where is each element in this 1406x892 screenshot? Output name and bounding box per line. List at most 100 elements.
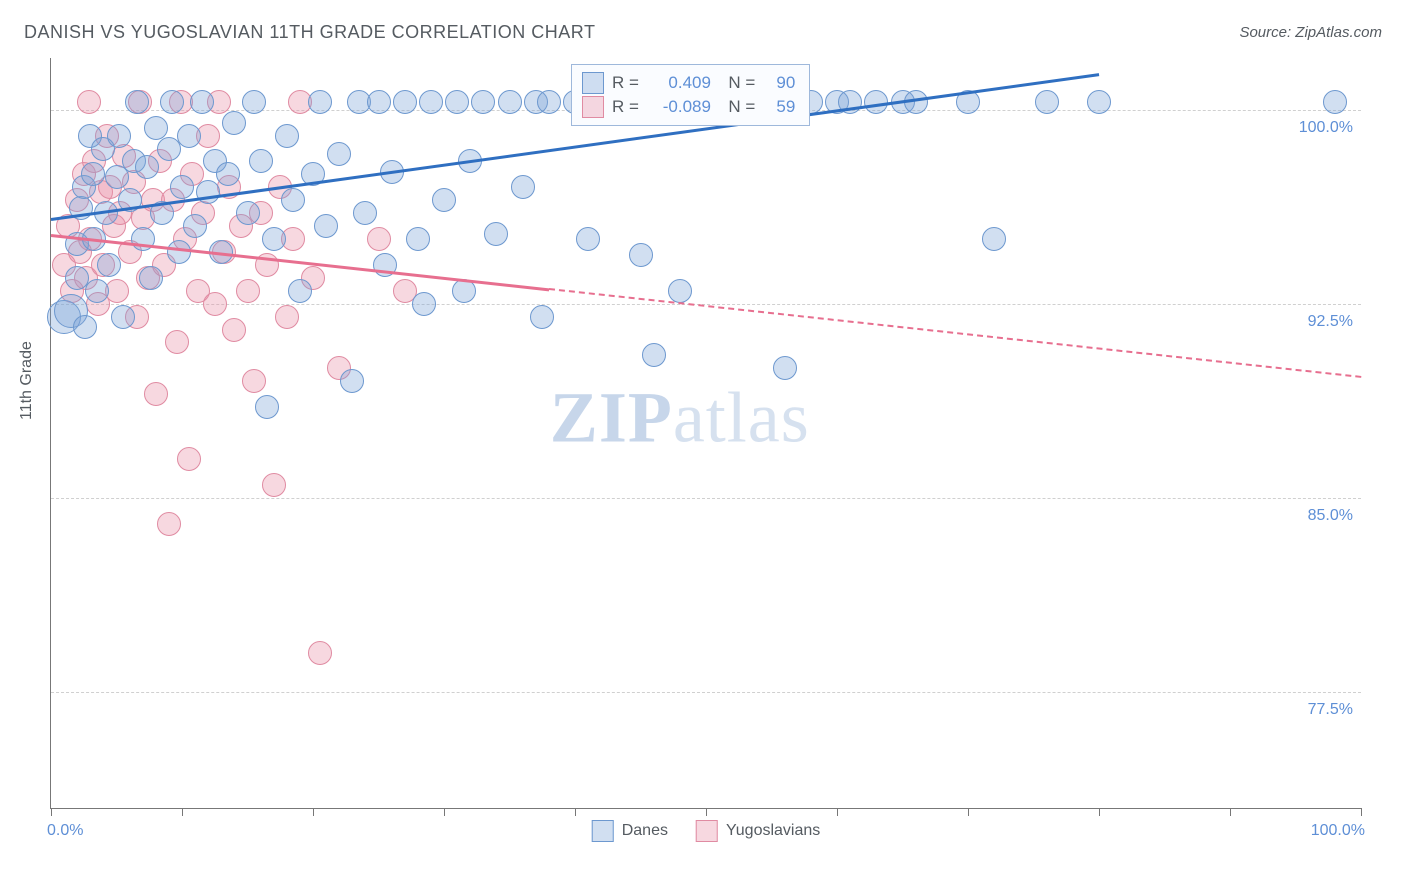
x-tick — [182, 808, 183, 816]
data-point-danes — [1087, 90, 1111, 114]
x-tick — [706, 808, 707, 816]
legend-swatch-yugoslavians — [582, 96, 604, 118]
data-point-danes — [353, 201, 377, 225]
n-label: N = — [719, 73, 755, 93]
data-point-danes — [642, 343, 666, 367]
data-point-danes — [107, 124, 131, 148]
data-point-danes — [530, 305, 554, 329]
gridline — [51, 498, 1361, 499]
y-tick-label: 77.5% — [1308, 701, 1353, 719]
data-point-danes — [111, 305, 135, 329]
stats-legend: R = 0.409 N = 90R =-0.089 N =59 — [571, 64, 810, 126]
watermark: ZIPatlas — [550, 377, 810, 460]
plot-area: ZIPatlas 100.0%92.5%85.0%77.5%0.0%100.0%… — [50, 58, 1361, 809]
data-point-danes — [471, 90, 495, 114]
stats-row-danes: R = 0.409 N = 90 — [582, 71, 795, 95]
stats-row-yugoslavians: R =-0.089 N =59 — [582, 95, 795, 119]
y-tick-label: 85.0% — [1308, 507, 1353, 525]
data-point-danes — [236, 201, 260, 225]
x-min-label: 0.0% — [47, 822, 83, 840]
data-point-yugoslavians — [367, 227, 391, 251]
legend-item-danes: Danes — [592, 820, 668, 842]
data-point-danes — [511, 175, 535, 199]
data-point-danes — [308, 90, 332, 114]
data-point-yugoslavians — [236, 279, 260, 303]
data-point-danes — [288, 279, 312, 303]
x-tick — [1361, 808, 1362, 816]
data-point-danes — [216, 162, 240, 186]
data-point-danes — [222, 111, 246, 135]
r-label: R = — [612, 73, 639, 93]
x-tick — [1099, 808, 1100, 816]
data-point-danes — [97, 253, 121, 277]
data-point-danes — [576, 227, 600, 251]
data-point-danes — [419, 90, 443, 114]
data-point-danes — [135, 155, 159, 179]
data-point-yugoslavians — [308, 641, 332, 665]
data-point-danes — [484, 222, 508, 246]
data-point-danes — [412, 292, 436, 316]
data-point-danes — [73, 315, 97, 339]
x-tick — [1230, 808, 1231, 816]
data-point-danes — [190, 90, 214, 114]
data-point-danes — [139, 266, 163, 290]
legend-swatch-danes — [582, 72, 604, 94]
source-attribution: Source: ZipAtlas.com — [1239, 24, 1382, 41]
data-point-danes — [183, 214, 207, 238]
x-tick — [837, 808, 838, 816]
x-tick — [313, 808, 314, 816]
data-point-danes — [177, 124, 201, 148]
n-value: 90 — [763, 73, 795, 93]
data-point-yugoslavians — [262, 473, 286, 497]
data-point-yugoslavians — [144, 382, 168, 406]
r-value: 0.409 — [647, 73, 711, 93]
chart-container: DANISH VS YUGOSLAVIAN 11TH GRADE CORRELA… — [0, 0, 1406, 892]
data-point-yugoslavians — [157, 512, 181, 536]
legend-swatch-yugoslavians — [696, 820, 718, 842]
legend-label-danes: Danes — [622, 822, 668, 840]
legend-swatch-danes — [592, 820, 614, 842]
legend-item-yugoslavians: Yugoslavians — [696, 820, 820, 842]
data-point-danes — [1035, 90, 1059, 114]
data-point-danes — [160, 90, 184, 114]
data-point-danes — [629, 243, 653, 267]
data-point-danes — [275, 124, 299, 148]
data-point-danes — [196, 180, 220, 204]
data-point-yugoslavians — [275, 305, 299, 329]
data-point-danes — [170, 175, 194, 199]
x-tick — [51, 808, 52, 816]
data-point-danes — [537, 90, 561, 114]
data-point-danes — [327, 142, 351, 166]
data-point-danes — [262, 227, 286, 251]
data-point-yugoslavians — [203, 292, 227, 316]
data-point-danes — [242, 90, 266, 114]
data-point-yugoslavians — [177, 447, 201, 471]
data-point-danes — [982, 227, 1006, 251]
data-point-danes — [281, 188, 305, 212]
data-point-danes — [668, 279, 692, 303]
watermark-rest: atlas — [673, 378, 810, 458]
data-point-yugoslavians — [242, 369, 266, 393]
data-point-danes — [255, 395, 279, 419]
n-value: 59 — [763, 97, 795, 117]
x-tick — [575, 808, 576, 816]
gridline — [51, 692, 1361, 693]
x-tick — [444, 808, 445, 816]
chart-title: DANISH VS YUGOSLAVIAN 11TH GRADE CORRELA… — [24, 22, 595, 43]
series-legend: Danes Yugoslavians — [592, 820, 821, 842]
trend-line-extrapolated — [549, 288, 1361, 378]
data-point-danes — [81, 162, 105, 186]
data-point-danes — [498, 90, 522, 114]
data-point-danes — [393, 90, 417, 114]
data-point-yugoslavians — [222, 318, 246, 342]
data-point-yugoslavians — [165, 330, 189, 354]
data-point-danes — [406, 227, 430, 251]
data-point-danes — [367, 90, 391, 114]
data-point-danes — [432, 188, 456, 212]
data-point-danes — [125, 90, 149, 114]
legend-label-yugoslavians: Yugoslavians — [726, 822, 820, 840]
data-point-danes — [1323, 90, 1347, 114]
data-point-danes — [314, 214, 338, 238]
r-value: -0.089 — [647, 97, 711, 117]
data-point-yugoslavians — [77, 90, 101, 114]
